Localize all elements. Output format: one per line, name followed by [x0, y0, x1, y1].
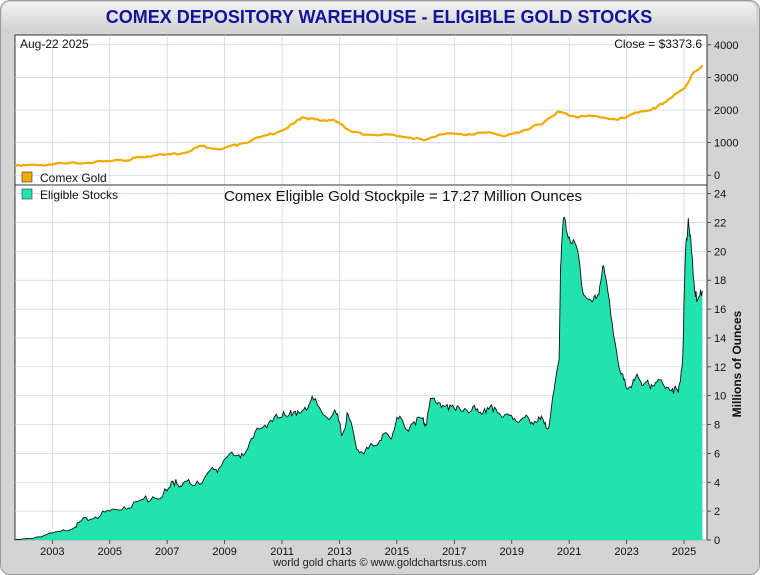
y-tick-label-ounces: 8 [714, 420, 720, 432]
gold-price-line [14, 64, 704, 168]
legend-swatch-stocks [21, 188, 33, 200]
y-tick-label-price: 2000 [714, 105, 738, 117]
y-tick-label-ounces: 10 [714, 391, 726, 403]
x-tick-label: 2007 [155, 546, 179, 558]
close-label: Close = $3373.6 [614, 37, 702, 51]
y-tick-label-ounces: 4 [714, 477, 720, 489]
y-tick-label-ounces: 22 [714, 218, 726, 230]
x-tick-label: 2009 [212, 546, 236, 558]
footer-credit: world gold charts © www.goldchartsrus.co… [273, 557, 487, 569]
x-tick-label: 2011 [270, 546, 294, 558]
date-label: Aug-22 2025 [20, 37, 89, 51]
y-tick-label-price: 1000 [714, 138, 738, 150]
eligible-stocks-outline [14, 216, 703, 541]
y-tick-label-price: 3000 [714, 72, 738, 84]
y-tick-label-price: 4000 [714, 40, 738, 52]
y-tick-label-price: 0 [714, 170, 720, 182]
x-tick-label: 2003 [40, 546, 64, 558]
x-tick-label: 2019 [500, 546, 524, 558]
chart-title: COMEX DEPOSITORY WAREHOUSE - ELIGIBLE GO… [105, 7, 653, 27]
x-tick-label: 2025 [672, 546, 696, 558]
legend-label-stocks: Eligible Stocks [40, 188, 118, 202]
gold-panel-y-axis: 0 1000 2000 3000 4000 [707, 40, 738, 182]
y-tick-label-ounces: 12 [714, 362, 726, 374]
title-bar: COMEX DEPOSITORY WAREHOUSE - ELIGIBLE GO… [2, 2, 756, 32]
y-tick-label-ounces: 20 [714, 246, 726, 258]
x-tick-label: 2005 [98, 546, 122, 558]
x-tick-label: 2013 [327, 546, 351, 558]
x-tick-label: 2021 [557, 546, 581, 558]
y-tick-label-ounces: 16 [714, 304, 726, 316]
x-tick-label: 2023 [614, 546, 638, 558]
y-tick-label-ounces: 18 [714, 275, 726, 287]
gold-panel-grid [15, 35, 707, 185]
y-tick-label-ounces: 6 [714, 448, 720, 460]
eligible-stocks-area [15, 217, 703, 540]
legend-label-gold: Comex Gold [40, 171, 107, 185]
y-tick-label-ounces: 24 [714, 189, 726, 201]
y-tick-label-ounces: 2 [714, 506, 720, 518]
y-axis-label: Millions of Ounces [730, 310, 744, 417]
y-tick-label-ounces: 0 [714, 535, 720, 547]
x-tick-label: 2015 [385, 546, 409, 558]
x-axis: 2003 2005 2007 2009 2011 2013 2015 2017 2019 2021… [40, 540, 696, 558]
legend-swatch-gold [21, 171, 33, 183]
y-tick-label-ounces: 14 [714, 333, 726, 345]
x-tick-label: 2017 [442, 546, 466, 558]
stockpile-headline: Comex Eligible Gold Stockpile = 17.27 Mi… [224, 188, 582, 205]
